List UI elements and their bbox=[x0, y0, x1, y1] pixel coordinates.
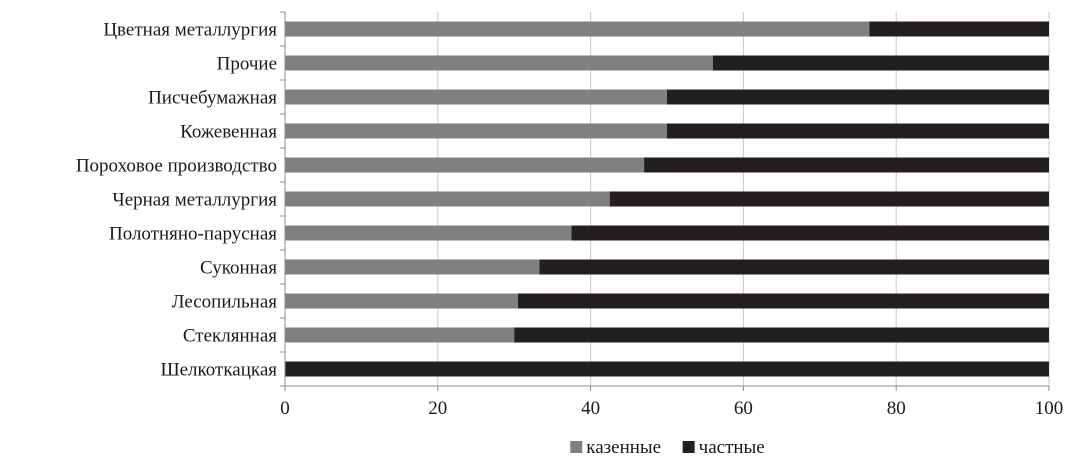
category-label: Черная металлургия bbox=[112, 190, 277, 211]
x-tick-label: 20 bbox=[428, 398, 447, 419]
bar-private bbox=[667, 89, 1049, 105]
bar-private bbox=[514, 327, 1049, 343]
bar-state bbox=[285, 327, 515, 343]
bar-private bbox=[285, 361, 1049, 377]
bar-private bbox=[644, 157, 1049, 173]
bars bbox=[285, 21, 1049, 377]
bar-private bbox=[539, 259, 1049, 275]
legend-label-private: частные bbox=[699, 437, 765, 458]
bar-state bbox=[285, 55, 713, 71]
bar-state bbox=[285, 293, 519, 309]
x-tick-label: 0 bbox=[280, 398, 290, 419]
category-label: Писчебумажная bbox=[148, 88, 277, 109]
bar-private bbox=[571, 225, 1049, 241]
bar-state bbox=[285, 123, 667, 139]
bar-private bbox=[518, 293, 1049, 309]
legend-swatch-state bbox=[570, 441, 583, 453]
bar-state bbox=[285, 225, 572, 241]
category-label: Шелкоткацкая bbox=[160, 360, 277, 381]
bar-state bbox=[285, 259, 540, 275]
bar-private bbox=[667, 123, 1049, 139]
category-label: Полотняно-парусная bbox=[109, 224, 277, 245]
legend-label-state: казенные bbox=[586, 437, 661, 458]
x-tick-labels: 0 20 40 60 80 100 bbox=[280, 398, 1063, 419]
category-labels: Цветная металлургия Прочие Писчебумажная Ко… bbox=[76, 20, 277, 381]
category-label: Цветная металлургия bbox=[103, 20, 277, 41]
category-label: Прочие bbox=[217, 54, 277, 75]
bar-private bbox=[869, 21, 1049, 37]
category-label: Стеклянная bbox=[183, 326, 277, 347]
x-tick-label: 80 bbox=[887, 398, 906, 419]
axes bbox=[280, 11, 1050, 391]
x-tick-label: 40 bbox=[581, 398, 600, 419]
bar-state bbox=[285, 157, 645, 173]
bar-private bbox=[712, 55, 1049, 71]
bar-state bbox=[285, 191, 610, 207]
legend-swatch-private bbox=[682, 441, 695, 453]
bar-state bbox=[285, 89, 667, 105]
legend: казенные частные bbox=[570, 437, 765, 458]
category-label: Суконная bbox=[200, 258, 277, 279]
category-label: Кожевенная bbox=[180, 122, 277, 143]
bar-private bbox=[609, 191, 1049, 207]
x-tick-label: 60 bbox=[734, 398, 753, 419]
bar-state bbox=[285, 21, 870, 37]
category-label: Лесопильная bbox=[172, 292, 278, 313]
category-label: Пороховое производство bbox=[76, 156, 277, 177]
x-tick-label: 100 bbox=[1035, 398, 1064, 419]
